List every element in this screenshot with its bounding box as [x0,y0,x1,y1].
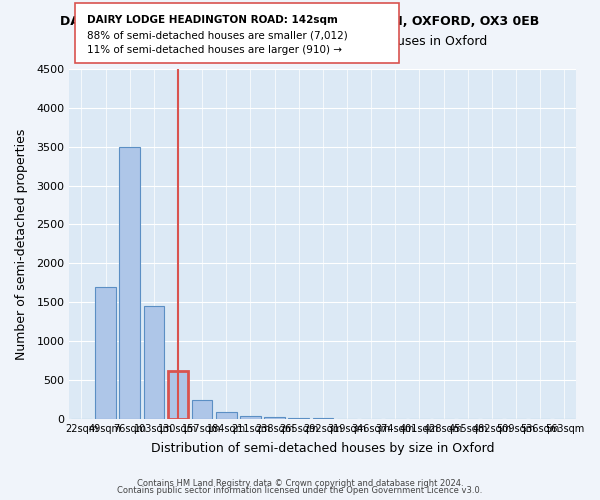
Bar [192,400,212,419]
Text: DAIRY LODGE, HEADINGTON ROAD, HEADINGTON, OXFORD, OX3 0EB: DAIRY LODGE, HEADINGTON ROAD, HEADINGTON… [61,15,539,28]
Bar [216,412,236,419]
Bar [95,286,116,419]
Text: Contains HM Land Registry data © Crown copyright and database right 2024.: Contains HM Land Registry data © Crown c… [137,478,463,488]
X-axis label: Distribution of semi-detached houses by size in Oxford: Distribution of semi-detached houses by … [151,442,494,455]
Bar [168,370,188,419]
Text: DAIRY LODGE HEADINGTON ROAD: 142sqm: DAIRY LODGE HEADINGTON ROAD: 142sqm [87,15,338,25]
Bar [143,306,164,419]
Text: 11% of semi-detached houses are larger (910) →: 11% of semi-detached houses are larger (… [87,45,342,55]
Text: Contains public sector information licensed under the Open Government Licence v3: Contains public sector information licen… [118,486,482,495]
Bar [265,418,285,419]
Bar [289,418,309,419]
Text: Size of property relative to semi-detached houses in Oxford: Size of property relative to semi-detach… [113,35,487,48]
Text: 88% of semi-detached houses are smaller (7,012): 88% of semi-detached houses are smaller … [87,30,348,40]
Bar [119,146,140,419]
Bar [240,416,260,419]
Y-axis label: Number of semi-detached properties: Number of semi-detached properties [15,128,28,360]
